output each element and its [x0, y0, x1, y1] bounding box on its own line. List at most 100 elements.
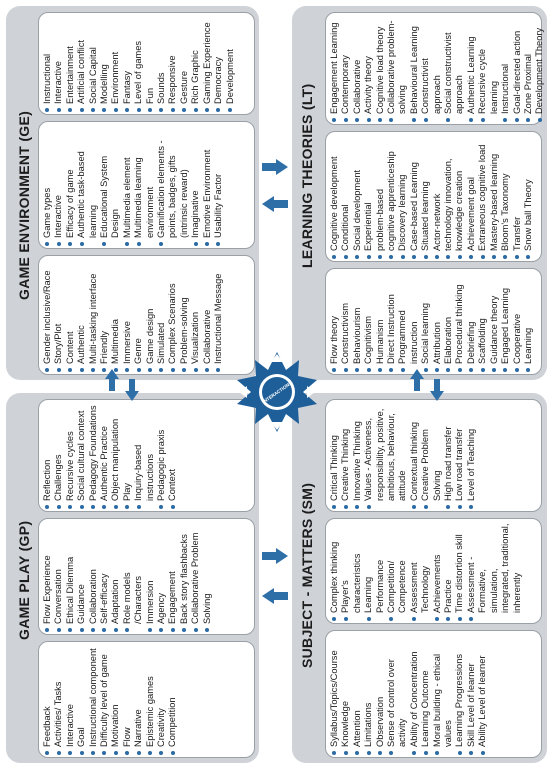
list-item: Competition/ Competence — [386, 523, 409, 621]
arrow-left-icon — [262, 196, 288, 212]
list-item: Gesture — [179, 17, 190, 112]
list-item: Interactive — [53, 17, 64, 112]
list-item: Guidance — [76, 523, 87, 632]
list-item: Multimedia — [110, 260, 121, 372]
list-item: problem-based — [375, 136, 386, 259]
list-item: Social development — [352, 136, 363, 259]
list-item: Self-efficacy — [99, 523, 110, 632]
subject-matters-title: SUBJECT - MATTERS (SM) — [299, 482, 315, 668]
list-item: Observation — [375, 635, 386, 755]
list-item: Knowledge — [340, 635, 351, 755]
list-item: Guidance theory — [489, 273, 500, 372]
list-item: Narrative — [133, 646, 144, 755]
gp-list-1: Reflection Challenges Recursive cycles Soci… — [42, 404, 179, 509]
list-item: Learning — [523, 273, 534, 372]
list-item: Recursive cycle learning — [477, 17, 500, 122]
list-item: Learning Performance — [363, 523, 386, 621]
list-item: Ethical Dilemma — [65, 523, 76, 632]
list-item: Complex thinking — [329, 523, 340, 621]
list-item: Flow Experience — [42, 523, 53, 632]
list-item: Engagement — [167, 523, 178, 632]
list-item: Limitations — [363, 635, 374, 755]
list-item: Mastery-based learning — [489, 136, 500, 259]
list-item: Object manipulation — [110, 404, 121, 509]
list-item: Contextual thinking — [409, 404, 420, 509]
sm-list-2: Complex thinking Player's characteristics… — [329, 523, 523, 621]
lt-list-1: Engagement Learning Contemporary Collabora… — [329, 17, 546, 122]
gp-box-1: Reflection Challenges Recursive cycles Soci… — [38, 399, 255, 512]
list-item: Authentic Learning — [466, 17, 477, 122]
list-item: Emotive Environment — [202, 126, 213, 246]
list-item: Reflection — [42, 404, 53, 509]
ge-list-2: Game types Interactive Efficacy of game Aut… — [42, 126, 225, 246]
list-item: Actor-network — [432, 136, 443, 259]
list-item: Visualization — [190, 260, 201, 372]
list-item: Game types — [42, 126, 53, 246]
gp-list-3: Feedback Activities/ Tasks Interactive Goal… — [42, 646, 179, 755]
list-item: Behaviourism — [352, 273, 363, 372]
list-item: Debriefing — [466, 273, 477, 372]
list-item: Engaged Learning — [500, 273, 511, 372]
list-item: Contemporary — [340, 17, 351, 122]
list-item: Friendly — [99, 260, 110, 372]
list-item: Instructional — [500, 17, 511, 122]
gp-box-3: Feedback Activities/ Tasks Interactive Goal… — [38, 641, 255, 758]
list-item: Ability of Concentration — [409, 635, 420, 755]
list-item: Agency — [156, 523, 167, 632]
list-item: Goal-directed action — [512, 17, 523, 122]
ge-list-3: Gender inclusive/Race Story/Plot Content Au… — [42, 260, 225, 372]
list-item: Achievement goal — [466, 136, 477, 259]
list-item: Artificial conflict — [76, 17, 87, 112]
list-item: Experiential — [363, 136, 374, 259]
list-item: Educational System Design — [99, 126, 122, 246]
list-item: Feedback — [42, 646, 53, 755]
list-item: Challenges — [53, 404, 64, 509]
list-item: Gender inclusive/Race — [42, 260, 53, 372]
list-item: Immersive — [122, 260, 133, 372]
list-item: Programmed instruction — [397, 273, 420, 372]
list-item: Flow theory — [329, 273, 340, 372]
list-item: Time distortion skill — [454, 523, 465, 621]
learning-theories-title: LEARNING THEORIES (LT) — [299, 83, 315, 268]
list-item: Conversation — [53, 523, 64, 632]
list-item: Social constructivist approach — [443, 17, 466, 122]
list-item: Achievements — [432, 523, 443, 621]
list-item: Sense of control over activity — [386, 635, 409, 755]
list-item: Back story flashbacks — [179, 523, 190, 632]
list-item: Learning Outcome — [420, 635, 431, 755]
lt-box-2: Cognitive development Conditional Social d… — [325, 131, 542, 262]
list-item: Fantasy — [122, 17, 133, 112]
list-item: Snow ball Theory — [523, 136, 534, 259]
list-item: Cooperative — [512, 273, 523, 372]
list-item: technology innovation, — [443, 136, 454, 259]
list-item: Instructional Message — [213, 260, 224, 372]
list-item: Values - Activeness, responsibility, pos… — [363, 404, 409, 509]
interactions-hub-icon: INTERACTIONS — [237, 352, 317, 432]
lt-list-3: Flow theory Constructivism Behaviourism Cog… — [329, 273, 534, 372]
list-item: Usability Factor — [213, 126, 224, 246]
list-item: Creative Thinking — [340, 404, 351, 509]
list-item: Cognitivism — [363, 273, 374, 372]
list-item: Imaginative — [190, 126, 201, 246]
arrow-up-icon — [410, 369, 424, 391]
list-item: Authentic — [76, 260, 87, 372]
list-item: Elaboration — [443, 273, 454, 372]
list-item: Rich Graphic — [190, 17, 201, 112]
ge-box-1: Instructional Interactive Entertainment Art… — [38, 12, 255, 115]
list-item: Responsive — [167, 17, 178, 112]
arrow-left-icon — [262, 588, 288, 604]
list-item: Development — [225, 17, 236, 112]
arrow-right-icon — [262, 548, 288, 564]
list-item: Collaborative — [202, 260, 213, 372]
list-item: Behavioural Learning — [409, 17, 420, 122]
list-item: Motivation — [110, 646, 121, 755]
sm-box-2: Complex thinking Player's characteristics… — [325, 518, 542, 624]
lt-box-3: Flow theory Constructivism Behaviourism Cog… — [325, 268, 542, 375]
list-item: Gamification elements - points, badges, … — [156, 126, 190, 246]
list-item: Multimedia element — [122, 126, 133, 246]
list-item: Ability Level of learner — [477, 635, 488, 755]
list-item: Learning Progressions — [454, 635, 465, 755]
sm-list-3: Syllabus/Topics/Course Knowledge Attention… — [329, 635, 489, 755]
list-item: Assessment Technology — [409, 523, 432, 621]
